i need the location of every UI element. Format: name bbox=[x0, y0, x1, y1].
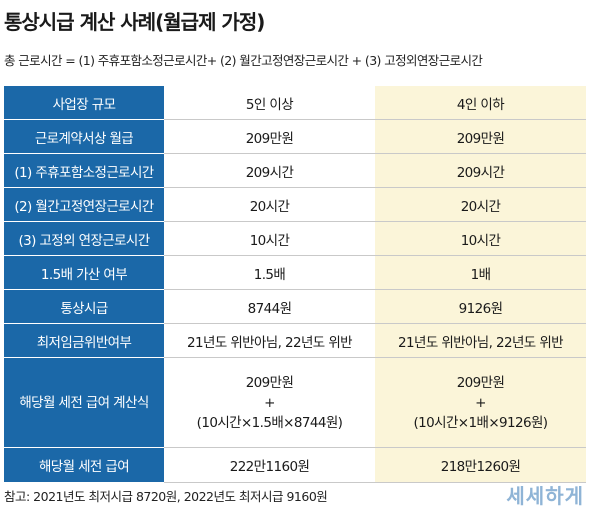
table-row: 최저임금위반여부 21년도 위반아님, 22년도 위반 21년도 위반아님, 2… bbox=[4, 323, 586, 358]
calc-b-line3: (10시간×1배×9126원) bbox=[413, 414, 549, 431]
calc-cell-a: 209만원 + (10시간×1.5배×8744원) bbox=[164, 357, 375, 448]
calc-a-line3: (10시간×1.5배×8744원) bbox=[196, 414, 343, 431]
cell-a: 1.5배 bbox=[164, 255, 375, 290]
total-cell-a: 222만1160원 bbox=[164, 447, 375, 483]
cell-b: 1배 bbox=[375, 255, 586, 290]
header-col-b: 4인 이하 bbox=[375, 86, 586, 120]
cell-a: 209시간 bbox=[164, 153, 375, 188]
row-label: 해당월 세전 급여 계산식 bbox=[4, 357, 164, 448]
row-label: 해당월 세전 급여 bbox=[4, 447, 164, 483]
row-label: 통상시급 bbox=[4, 289, 164, 324]
cell-b: 9126원 bbox=[375, 289, 586, 324]
table-row-total: 해당월 세전 급여 222만1160원 218만1260원 bbox=[4, 447, 586, 483]
calc-b-line2: + bbox=[475, 394, 486, 411]
table-header-row: 사업장 규모 5인 이상 4인 이하 bbox=[4, 86, 586, 120]
calc-cell-b: 209만원 + (10시간×1배×9126원) bbox=[375, 357, 586, 448]
calculation-table: 사업장 규모 5인 이상 4인 이하 근로계약서상 월급 209만원 209만원… bbox=[4, 86, 586, 483]
header-label: 사업장 규모 bbox=[4, 86, 164, 120]
header-col-a: 5인 이상 bbox=[164, 86, 375, 120]
cell-b: 209시간 bbox=[375, 153, 586, 188]
calc-a-line1: 209만원 bbox=[245, 374, 294, 391]
footnote: 참고: 2021년도 최저시급 8720원, 2022년도 최저시급 9160원 bbox=[4, 489, 328, 504]
row-label: (1) 주휴포함소정근로시간 bbox=[4, 153, 164, 188]
cell-a: 209만원 bbox=[164, 119, 375, 154]
cell-b: 21년도 위반아님, 22년도 위반 bbox=[375, 323, 586, 358]
total-cell-b: 218만1260원 bbox=[375, 447, 586, 483]
row-label: 1.5배 가산 여부 bbox=[4, 255, 164, 290]
cell-a: 21년도 위반아님, 22년도 위반 bbox=[164, 323, 375, 358]
publisher-logo: 세세하게 bbox=[506, 484, 584, 508]
formula-line: 총 근로시간 = (1) 주휴포함소정근로시간+ (2) 월간고정연장근로시간 … bbox=[4, 53, 483, 68]
table-row: 1.5배 가산 여부 1.5배 1배 bbox=[4, 255, 586, 290]
cell-a: 20시간 bbox=[164, 187, 375, 222]
cell-b: 209만원 bbox=[375, 119, 586, 154]
row-label: 근로계약서상 월급 bbox=[4, 119, 164, 154]
table-row-calc: 해당월 세전 급여 계산식 209만원 + (10시간×1.5배×8744원) … bbox=[4, 357, 586, 448]
cell-a: 8744원 bbox=[164, 289, 375, 324]
table-row: (1) 주휴포함소정근로시간 209시간 209시간 bbox=[4, 153, 586, 188]
row-label: 최저임금위반여부 bbox=[4, 323, 164, 358]
cell-a: 10시간 bbox=[164, 221, 375, 256]
table-row: (3) 고정외 연장근로시간 10시간 10시간 bbox=[4, 221, 586, 256]
table-row: 근로계약서상 월급 209만원 209만원 bbox=[4, 119, 586, 154]
table-row: (2) 월간고정연장근로시간 20시간 20시간 bbox=[4, 187, 586, 222]
page-title: 통상시급 계산 사례(월급제 가정) bbox=[4, 10, 265, 34]
calc-a-line2: + bbox=[264, 394, 275, 411]
cell-b: 10시간 bbox=[375, 221, 586, 256]
cell-b: 20시간 bbox=[375, 187, 586, 222]
calc-b-line1: 209만원 bbox=[456, 374, 505, 391]
row-label: (2) 월간고정연장근로시간 bbox=[4, 187, 164, 222]
row-label: (3) 고정외 연장근로시간 bbox=[4, 221, 164, 256]
table-row: 통상시급 8744원 9126원 bbox=[4, 289, 586, 324]
